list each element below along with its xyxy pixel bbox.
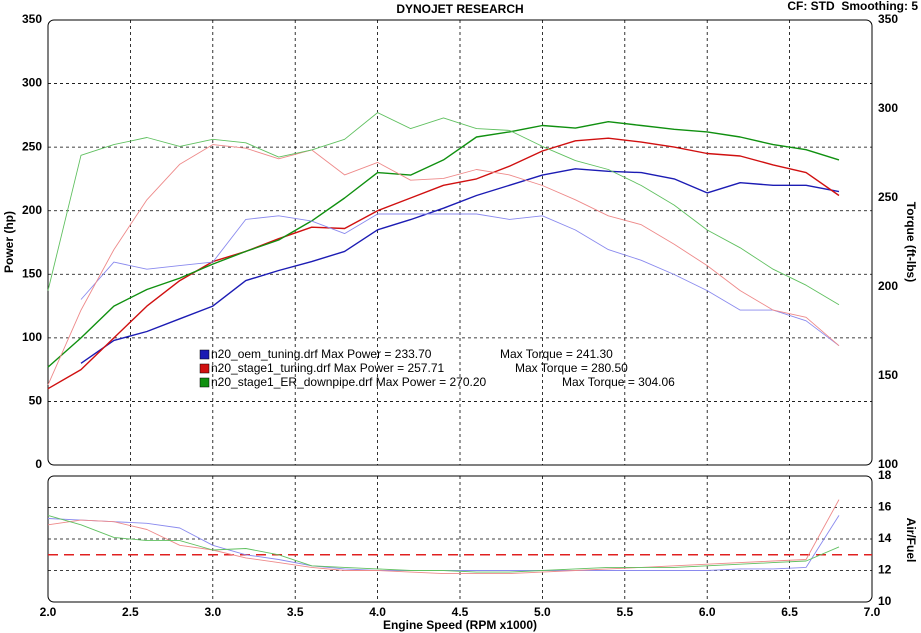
- x-tick-label: 6.5: [781, 605, 798, 619]
- y2-axis-label: Torque (ft-lbs): [904, 202, 918, 282]
- x-tick-label: 2.5: [122, 605, 139, 619]
- legend-swatch: [199, 363, 210, 374]
- series-line: [47, 144, 840, 386]
- y2-tick-label: 18: [878, 468, 892, 482]
- legend-swatch: [199, 349, 210, 360]
- y2-tick-label: 200: [878, 279, 898, 293]
- x-axis-label: Engine Speed (RPM x1000): [383, 618, 537, 632]
- y2-tick-label: 12: [878, 563, 892, 577]
- y-tick-label: 250: [22, 139, 42, 153]
- x-tick-label: 3.0: [204, 605, 221, 619]
- x-tick-label: 4.5: [452, 605, 469, 619]
- y2-tick-label: 16: [878, 500, 892, 514]
- y2-tick-label: 100: [878, 457, 898, 471]
- legend-label: n20_stage1_ER_downpipe.drf Max Power = 2…: [211, 375, 487, 389]
- legend-torque: Max Torque = 280.50: [515, 361, 628, 375]
- y2-tick-label: 250: [878, 190, 898, 204]
- y-tick-label: 200: [22, 203, 42, 217]
- x-tick-label: 7.0: [864, 605, 881, 619]
- chart-title: DYNOJET RESEARCH: [396, 2, 523, 16]
- y-axis-label: Power (hp): [2, 211, 16, 273]
- legend-torque: Max Torque = 241.30: [500, 347, 613, 361]
- y2-tick-label: 14: [878, 531, 892, 545]
- y-tick-label: 50: [29, 394, 43, 408]
- x-tick-label: 5.5: [616, 605, 633, 619]
- x-tick-label: 2.0: [40, 605, 57, 619]
- x-tick-label: 5.0: [534, 605, 551, 619]
- series-line: [47, 514, 840, 573]
- y-tick-label: 0: [35, 457, 42, 471]
- series-line: [47, 112, 840, 306]
- legend-torque: Max Torque = 304.06: [562, 375, 675, 389]
- series-line: [47, 121, 840, 368]
- series-line: [80, 168, 840, 364]
- legend-label: n20_stage1_tuning.drf Max Power = 257.71: [211, 361, 444, 375]
- y-tick-label: 350: [22, 12, 42, 26]
- settings: CF: STD Smoothing: 5: [787, 0, 918, 13]
- legend-label: n20_oem_tuning.drf Max Power = 233.70: [211, 347, 432, 361]
- x-tick-label: 6.0: [699, 605, 716, 619]
- y2-tick-label: 150: [878, 368, 898, 382]
- y2-tick-label: 300: [878, 101, 898, 115]
- y-tick-label: 300: [22, 76, 42, 90]
- x-tick-label: 4.0: [369, 605, 386, 619]
- y2-tick-label: 350: [878, 12, 898, 26]
- y2-tick-label: 10: [878, 594, 892, 608]
- series-line: [47, 499, 840, 575]
- x-tick-label: 3.5: [287, 605, 304, 619]
- y-tick-label: 150: [22, 266, 42, 280]
- legend-swatch: [199, 377, 210, 388]
- series-line: [47, 137, 840, 390]
- afr-axis-label: Air/Fuel: [904, 518, 918, 563]
- y-tick-label: 100: [22, 330, 42, 344]
- series-line: [80, 213, 840, 347]
